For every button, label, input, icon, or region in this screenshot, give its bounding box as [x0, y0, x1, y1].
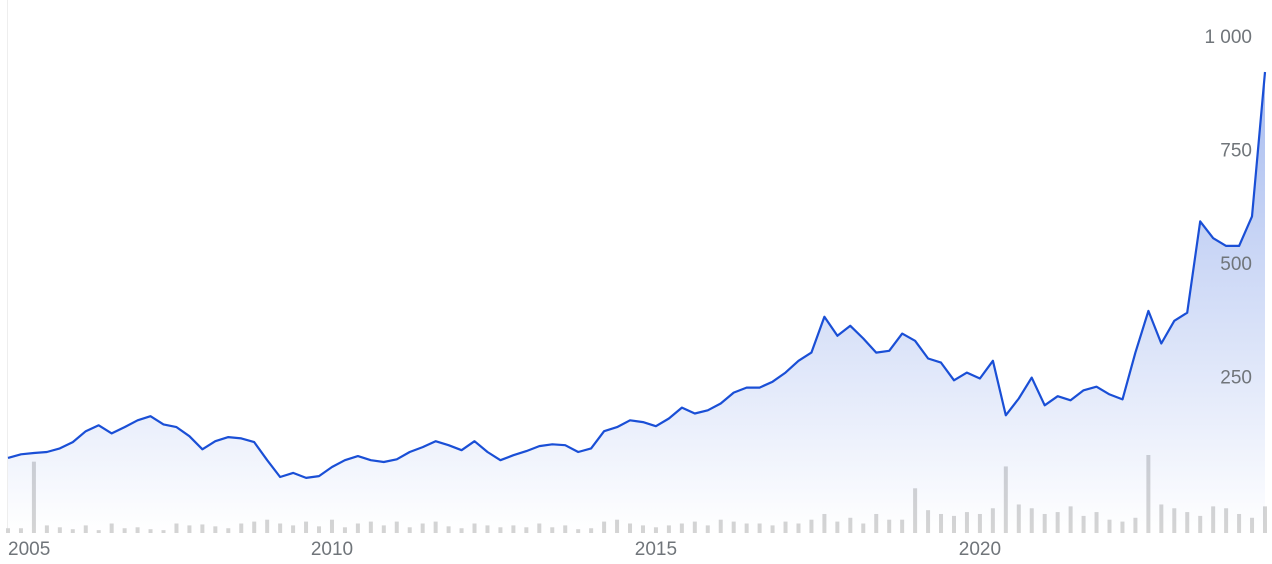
x-tick-label: 2015 — [635, 539, 677, 560]
x-tick-label: 2020 — [959, 539, 1001, 560]
area — [8, 72, 1265, 533]
price-line — [7, 71, 1267, 479]
x-tick-label: 2010 — [311, 539, 353, 560]
x-tick-label: 2005 — [8, 539, 50, 560]
y-tick-label: 1 000 — [1204, 27, 1252, 48]
y-tick-label: 250 — [1220, 368, 1252, 389]
y-tick-label: 500 — [1220, 254, 1252, 275]
y-tick-label: 750 — [1220, 141, 1252, 162]
